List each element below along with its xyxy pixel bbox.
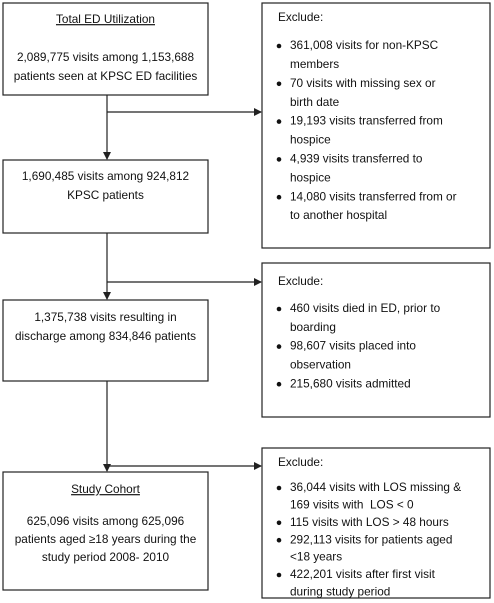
exclusion-item: 36,044 visits with LOS missing & <box>290 480 461 494</box>
exclusion-item: 70 visits with missing sex or <box>290 76 436 90</box>
exclusion-item: 460 visits died in ED, prior to <box>290 301 441 315</box>
exclusion-item: hospice <box>290 170 331 184</box>
exclusion-item: 115 visits with LOS > 48 hours <box>290 515 449 529</box>
exclusion-item: birth date <box>290 95 340 109</box>
exclusion-box: Exclude: 36,044 visits with LOS missing &… <box>261 447 491 599</box>
bullet <box>276 381 282 387</box>
exclusion-item: during study period <box>290 585 390 599</box>
box-heading: Exclude: <box>278 274 323 288</box>
box-text: 2,089,775 visits among 1,153,688 <box>17 50 195 64</box>
box-border <box>2 471 209 591</box>
exclusion-item: 4,939 visits transferred to <box>290 152 423 166</box>
exclusion-item: observation <box>290 358 351 372</box>
process-box: 1,375,738 visits resulting in discharge a… <box>2 299 209 382</box>
exclusion-item: 292,113 visits for patients aged <box>290 532 452 546</box>
bullet <box>276 572 282 578</box>
exclusion-box: Exclude: 460 visits died in ED, prior to b… <box>261 262 491 418</box>
bullet <box>276 119 282 124</box>
box-text: 1,690,485 visits among 924,812 <box>22 169 189 183</box>
box-border <box>261 447 491 599</box>
exclusion-item: members <box>290 57 339 71</box>
bullet <box>276 43 282 49</box>
box-border <box>2 2 209 96</box>
box-text: 625,096 visits among 625,096 <box>27 514 185 528</box>
process-box: 1,690,485 visits among 924,812 KPSC patie… <box>2 159 209 234</box>
box-text: KPSC patients <box>67 188 144 202</box>
connectors <box>103 95 262 472</box>
box-border <box>261 262 491 418</box>
exclusion-item: 98,607 visits placed into <box>290 339 416 353</box>
box-border <box>2 299 209 382</box>
box-title: Total ED Utilization <box>56 12 155 26</box>
bullet <box>276 537 282 543</box>
bullet <box>276 194 282 200</box>
box-heading: Exclude: <box>278 10 323 24</box>
process-box: Total ED Utilization 2,089,775 visits amo… <box>2 2 209 96</box>
box-border <box>2 159 209 234</box>
bullet <box>276 157 282 162</box>
bullet <box>276 520 282 526</box>
box-text: discharge among 834,846 patients <box>15 329 196 343</box>
box-text: patients aged ≥18 years during the <box>15 532 197 546</box>
exclusion-box: Exclude: 361,008 visits for non-KPSC membe… <box>261 2 491 249</box>
box-text: 1,375,738 visits resulting in <box>34 310 176 324</box>
exclusion-item: 14,080 visits transferred from or <box>290 189 457 203</box>
exclusion-item: 19,193 visits transferred from <box>290 114 443 128</box>
exclusion-item: 422,201 visits after first visit <box>290 567 436 581</box>
bullet <box>276 81 282 87</box>
exclusion-item: 361,008 visits for non-KPSC <box>290 38 439 52</box>
box-border <box>261 2 491 249</box>
exclusion-item: boarding <box>290 320 336 334</box>
box-heading: Exclude: <box>278 455 323 469</box>
exclusion-item: 169 visits with LOS < 0 <box>290 498 414 512</box>
exclusion-item: to another hospital <box>290 208 387 222</box>
exclusion-item: 215,680 visits admitted <box>290 376 411 390</box>
box-text: study period 2008- 2010 <box>42 550 170 564</box>
bullet <box>276 306 282 312</box>
process-box: Study Cohort 625,096 visits among 625,096… <box>2 471 209 591</box>
exclusion-item: hospice <box>290 133 331 147</box>
exclusion-item: <18 years <box>290 550 342 564</box>
bullet <box>276 485 282 491</box>
box-text: patients seen at KPSC ED facilities <box>14 69 198 83</box>
box-title: Study Cohort <box>71 482 141 496</box>
bullet <box>276 344 282 349</box>
